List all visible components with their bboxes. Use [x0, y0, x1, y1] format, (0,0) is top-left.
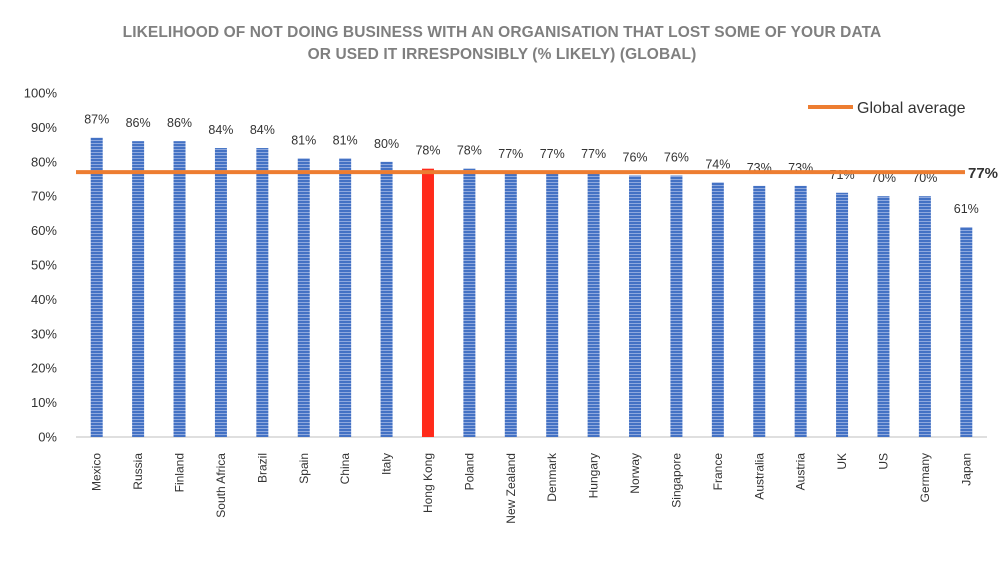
x-tick-label: Austria: [794, 453, 808, 491]
bar: [214, 148, 227, 438]
x-tick-label: Spain: [297, 453, 311, 484]
value-label: 78%: [457, 144, 482, 158]
x-axis-labels: Mexico Russia Finland South Africa Brazil Spa…: [90, 452, 974, 524]
bar: [546, 172, 559, 437]
y-tick-label: 30%: [31, 326, 57, 341]
chart-title: LIKELIHOOD OF NOT DOING BUSINESS WITH AN…: [0, 22, 1004, 66]
y-tick-label: 60%: [31, 223, 57, 238]
x-tick-label: Norway: [628, 453, 642, 494]
value-label: 77%: [540, 147, 565, 161]
bar: [132, 141, 145, 437]
y-tick-label: 100%: [24, 86, 58, 101]
value-label: 84%: [208, 123, 233, 137]
bar: [504, 172, 517, 437]
bar-highlighted: [421, 168, 434, 437]
value-labels: 87% 86% 86% 84% 84% 81% 81% 80% 78% 78% 77% 77% 77% 7…: [84, 113, 979, 216]
legend: Global average: [808, 100, 966, 117]
value-label: 70%: [871, 171, 896, 185]
x-tick-label: South Africa: [214, 453, 228, 518]
x-tick-label: Australia: [752, 453, 766, 500]
x-tick-label: US: [876, 453, 890, 470]
value-label: 76%: [623, 151, 648, 165]
global-average-line: 77%: [76, 165, 998, 182]
y-tick-label: 70%: [31, 189, 57, 204]
x-tick-label: Singapore: [669, 453, 683, 508]
legend-label: Global average: [857, 100, 966, 117]
value-label: 81%: [291, 133, 316, 147]
bars: [90, 137, 973, 438]
bar: [339, 158, 352, 438]
bar: [753, 185, 766, 437]
x-tick-label: China: [338, 453, 352, 485]
value-label: 78%: [415, 144, 440, 158]
value-label: 86%: [126, 116, 151, 130]
bar: [877, 196, 890, 437]
x-tick-label: Germany: [918, 453, 932, 502]
value-label: 77%: [581, 147, 606, 161]
x-tick-label: Denmark: [545, 452, 559, 502]
bar: [960, 227, 973, 437]
y-tick-label: 0%: [38, 430, 57, 445]
value-label: 76%: [664, 151, 689, 165]
value-label: 84%: [250, 123, 275, 137]
bar: [173, 141, 186, 437]
value-label: 71%: [830, 168, 855, 182]
bar: [380, 161, 393, 438]
x-tick-label: France: [711, 453, 725, 491]
bar: [711, 182, 724, 437]
value-label: 61%: [954, 202, 979, 216]
x-tick-label: Japan: [959, 453, 973, 486]
bar: [297, 158, 310, 438]
x-tick-label: Russia: [131, 453, 145, 490]
x-tick-label: Italy: [380, 453, 394, 475]
bar: [90, 137, 103, 437]
x-tick-label: Poland: [462, 453, 476, 490]
bar: [587, 172, 600, 437]
x-tick-label: Hong Kong: [421, 453, 435, 513]
y-tick-label: 50%: [31, 258, 57, 273]
value-label: 74%: [705, 157, 730, 171]
bar: [463, 168, 476, 437]
x-tick-label: Mexico: [90, 453, 104, 491]
y-axis: 0% 10% 20% 30% 40% 50% 60% 70% 80% 90% 100%: [24, 86, 58, 445]
value-label: 81%: [333, 133, 358, 147]
x-tick-label: Brazil: [255, 453, 269, 483]
y-tick-label: 90%: [31, 120, 57, 135]
x-tick-label: Finland: [173, 453, 187, 492]
value-label: 77%: [498, 147, 523, 161]
y-tick-label: 20%: [31, 361, 57, 376]
bar: [794, 185, 807, 437]
value-label: 87%: [84, 113, 109, 127]
value-label: 70%: [912, 171, 937, 185]
value-label: 86%: [167, 116, 192, 130]
value-label: 80%: [374, 137, 399, 151]
x-tick-label: New Zealand: [504, 453, 518, 524]
x-tick-label: Hungary: [587, 453, 601, 498]
x-tick-label: UK: [835, 453, 849, 470]
bar: [836, 192, 849, 437]
bar: [256, 148, 269, 438]
average-value-label: 77%: [968, 165, 998, 182]
bar: [629, 175, 642, 437]
y-tick-label: 80%: [31, 154, 57, 169]
chart-title-line-2: OR USED IT IRRESPONSIBLY (% LIKELY) (GLO…: [307, 46, 697, 63]
y-tick-label: 10%: [31, 395, 57, 410]
y-tick-label: 40%: [31, 292, 57, 307]
bar: [670, 175, 683, 437]
chart-title-line-1: LIKELIHOOD OF NOT DOING BUSINESS WITH AN…: [122, 24, 882, 41]
bar: [918, 196, 931, 437]
